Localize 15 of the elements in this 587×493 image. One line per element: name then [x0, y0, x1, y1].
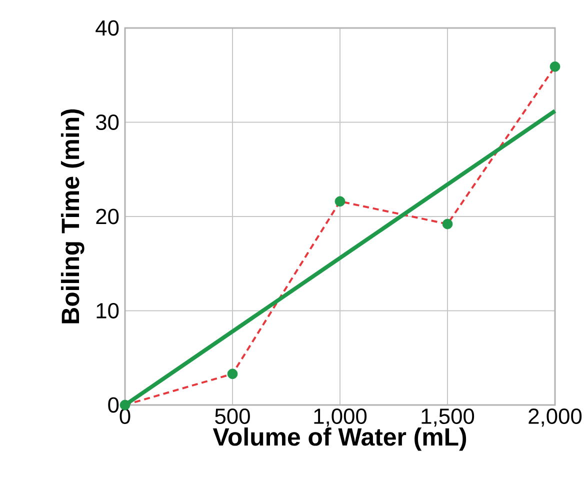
x-tick-label: 2,000 — [528, 408, 582, 427]
point — [442, 218, 453, 230]
y-tick-label: 10 — [96, 302, 119, 318]
point — [550, 61, 560, 72]
x-tick-label: 1,000 — [314, 408, 367, 427]
point — [334, 196, 346, 207]
y-axis-title: Boiling Time (min) — [60, 109, 84, 324]
point — [227, 368, 238, 380]
x-tick-label: 1,500 — [422, 408, 474, 427]
y-tick-label: 40 — [96, 20, 119, 36]
x-axis-title: Volume of Water (mL) — [212, 427, 466, 451]
y-tick-label: 20 — [96, 208, 119, 224]
x-tick-label: 500 — [215, 408, 250, 424]
y-tick-label: 30 — [96, 114, 119, 130]
y-tick-label: 0 — [108, 397, 119, 413]
